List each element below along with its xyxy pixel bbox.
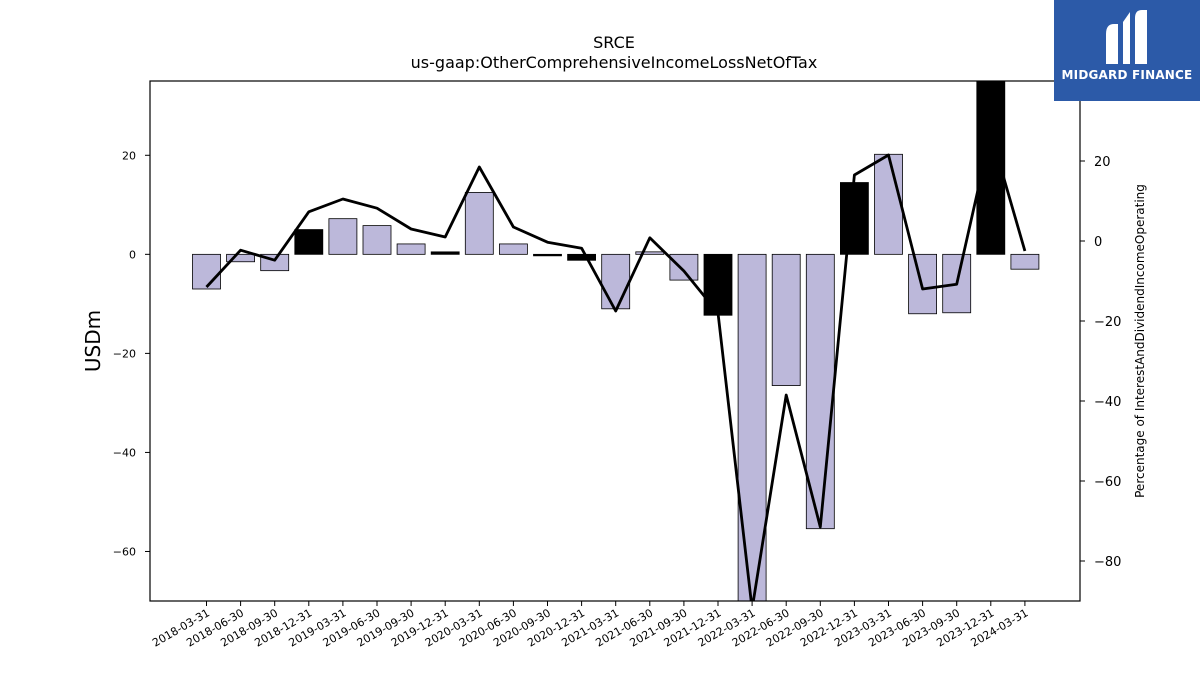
y-tick-label: 20 [122,149,136,162]
y2-axis-label: Percentage of InterestAndDividendIncomeO… [1133,184,1147,498]
bar-2020-03-31 [464,192,494,255]
y-tick-label: −20 [113,347,136,360]
midgard-m-logo-icon [1106,10,1147,64]
bar-2020-12-31 [567,253,596,261]
plot-frame [149,80,1081,602]
bar-2019-06-30 [362,225,392,255]
bar-series [192,81,1040,601]
bar-2018-12-31 [294,229,324,255]
y2-tick-label: −20 [1094,315,1121,330]
bar-2019-09-30 [396,243,426,255]
bar-2023-03-31 [874,153,903,255]
y2-tick-label: −40 [1094,395,1121,410]
y2-tick-label: 0 [1094,235,1102,250]
bar-2021-03-31 [601,253,631,310]
y-tick-label: 0 [129,248,136,261]
bar-2020-09-30 [533,253,562,257]
bar-2021-06-30 [635,251,665,255]
bar-2019-12-31 [430,251,460,255]
bar-2018-03-31 [192,253,221,290]
y2-tick-label: −60 [1094,475,1121,490]
bar-2022-12-31 [840,182,869,255]
bar-2024-03-31 [1010,253,1040,270]
midgard-finance-logo: MIDGARD FINANCE [1054,0,1200,101]
line-path [205,131,1027,601]
bar-2022-06-30 [771,253,801,386]
bar-2021-12-31 [703,253,733,316]
y-tick-label: −40 [113,446,136,459]
chart-subtitle: us-gaap:OtherComprehensiveIncomeLossNetO… [411,53,818,72]
bar-2018-06-30 [226,253,256,263]
y-tick-label: −60 [113,545,136,558]
chart-title: SRCE [593,33,635,52]
y2-tick-label: −80 [1094,555,1121,570]
bar-2020-06-30 [498,243,528,255]
bar-2021-09-30 [669,253,699,281]
bar-2023-09-30 [942,253,972,314]
logo-text: MIDGARD FINANCE [1061,68,1193,82]
x-axis: 2018-03-312018-06-302018-09-302018-12-31… [150,601,1030,650]
right-axis: −80 −60 −40 −20 0 20 [1080,155,1121,570]
y-axis-label: USDm [81,310,105,372]
bar-2019-03-31 [328,218,358,255]
left-axis: −60 −40 −20 0 20 [113,149,150,558]
y2-tick-label: 20 [1094,155,1111,170]
line-series [205,131,1027,601]
